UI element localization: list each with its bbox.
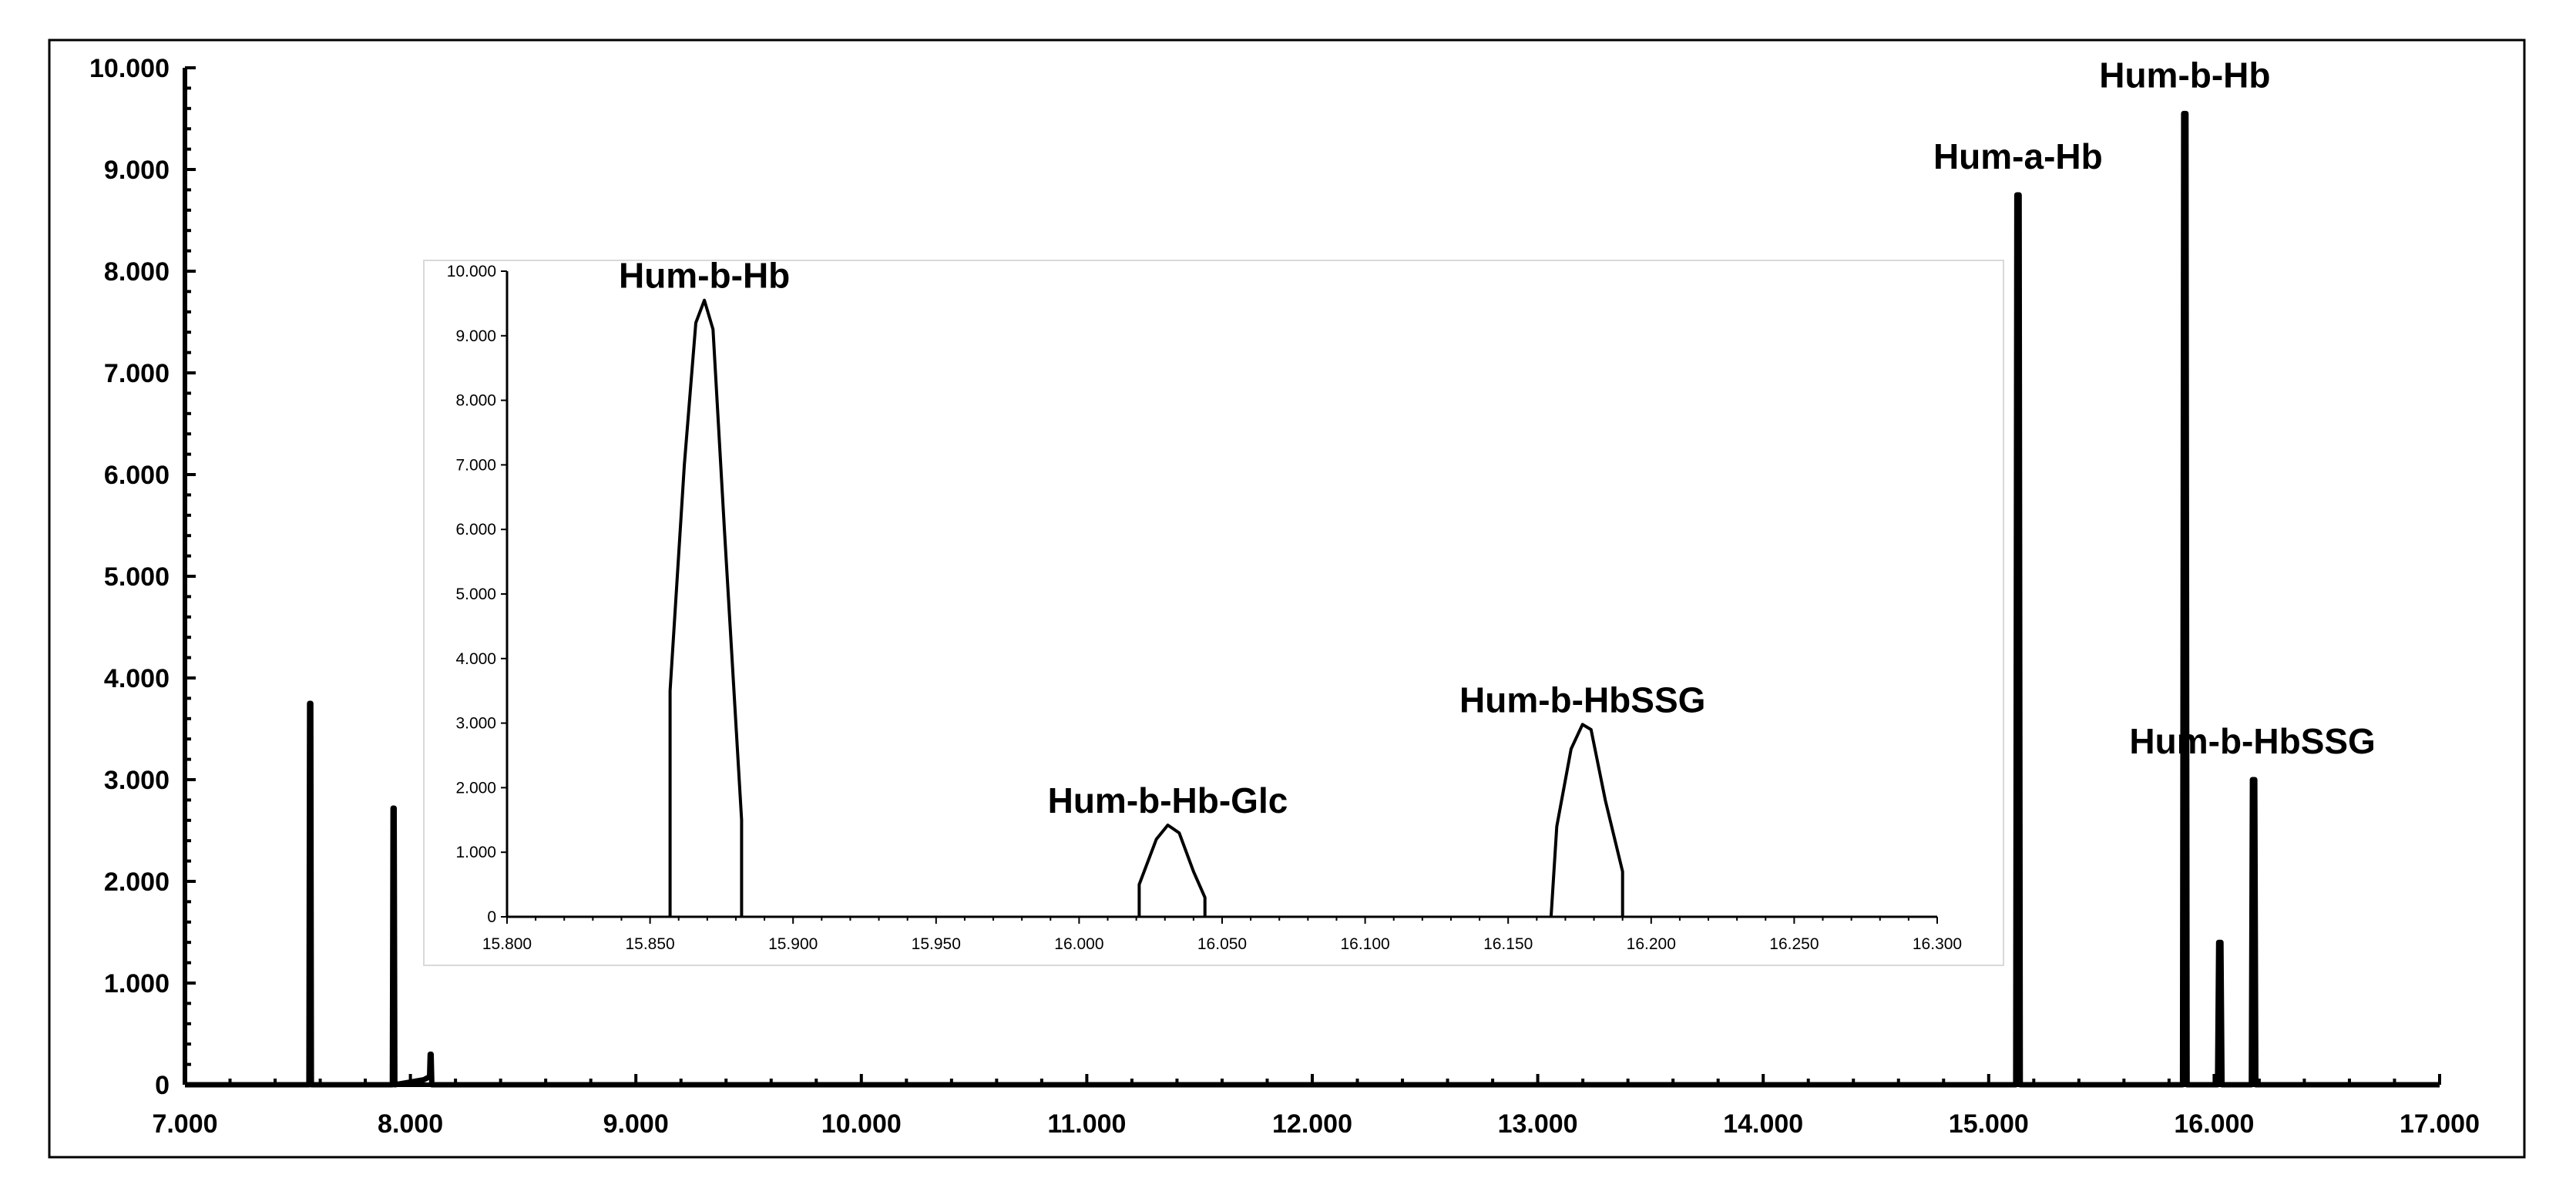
main-y-tick-label: 2.000 <box>104 867 170 897</box>
main-x-tick-label: 12.000 <box>1272 1109 1352 1139</box>
inset-peak-label-hum-b-hb-glc: Hum-b-Hb-Glc <box>1048 780 1288 820</box>
inset-axes: 0 1.000 2.000 3.000 4.000 5.000 6.000 7.000 8.00… <box>447 263 1962 953</box>
inset-peak-label-hum-b-hbssg: Hum-b-HbSSG <box>1459 680 1705 720</box>
main-x-tick-label: 9.000 <box>603 1109 669 1139</box>
main-y-tick-label: 6.000 <box>104 461 170 490</box>
main-x-tick-label: 11.000 <box>1047 1109 1126 1139</box>
inset-x-tick-label: 16.200 <box>1627 935 1676 953</box>
main-y-tick-label: 5.000 <box>104 562 170 592</box>
inset-y-tick-label: 8.000 <box>455 392 496 410</box>
main-axes: 0 1.000 2.000 3.000 4.000 5.000 6.000 7.000 8.00… <box>89 54 2480 1139</box>
inset-y-tick-label: 4.000 <box>455 650 496 668</box>
inset-peak-hum-b-hb <box>668 298 744 917</box>
main-peak-label-hum-a-hb: Hum-a-Hb <box>1933 136 2103 176</box>
inset-peak-labels: Hum-b-Hb Hum-b-Hb-Glc Hum-b-HbSSG <box>619 256 1705 820</box>
inset-peak-hum-b-hb-glc <box>1137 824 1207 917</box>
main-peak-label-hum-b-hbssg: Hum-b-HbSSG <box>2129 721 2375 761</box>
main-y-tick-label: 9.000 <box>104 156 170 185</box>
main-y-tick-label: 0 <box>155 1071 170 1100</box>
main-y-tick-label: 10.000 <box>89 54 170 83</box>
inset-x-tick-label: 16.050 <box>1197 935 1247 953</box>
main-chart: 0 1.000 2.000 3.000 4.000 5.000 6.000 7.000 8.00… <box>89 54 2480 1139</box>
main-x-tick-label: 13.000 <box>1498 1109 1578 1139</box>
inset-x-tick-label: 16.100 <box>1340 935 1389 953</box>
main-x-tick-label: 7.000 <box>152 1109 217 1139</box>
main-y-tick-label: 1.000 <box>104 969 170 998</box>
inset-y-tick-label: 10.000 <box>447 263 496 280</box>
inset-peak-hum-b-hbssg <box>1549 723 1624 918</box>
main-x-tick-label: 15.000 <box>1949 1109 2029 1139</box>
main-x-tick-label: 14.000 <box>1723 1109 1803 1139</box>
inset-x-tick-label: 15.850 <box>625 935 674 953</box>
inset-x-tick-label: 15.900 <box>768 935 818 953</box>
inset-y-tick-label: 9.000 <box>455 327 496 345</box>
inset-y-tick-label: 1.000 <box>455 844 496 861</box>
inset-x-tick-label: 16.300 <box>1913 935 1962 953</box>
inset-x-tick-label: 16.250 <box>1769 935 1819 953</box>
inset-x-tick-label: 16.000 <box>1054 935 1103 953</box>
main-y-tick-label: 3.000 <box>104 766 170 795</box>
main-peak-labels: Hum-a-Hb Hum-b-Hb Hum-b-HbSSG <box>1933 55 2376 761</box>
inset-y-tick-label: 6.000 <box>455 521 496 539</box>
main-x-tick-label: 16.000 <box>2174 1109 2254 1139</box>
main-x-tick-label: 10.000 <box>821 1109 902 1139</box>
inset-y-tick-label: 5.000 <box>455 586 496 603</box>
main-x-tick-label: 8.000 <box>378 1109 443 1139</box>
inset-peak-label-hum-b-hb: Hum-b-Hb <box>619 256 790 296</box>
inset-peaks <box>668 298 1624 918</box>
inset-frame <box>423 260 2004 966</box>
main-y-tick-label: 8.000 <box>104 257 170 287</box>
inset-x-tick-label: 15.800 <box>482 935 532 953</box>
inset-x-tick-label: 16.150 <box>1483 935 1533 953</box>
inset-y-tick-label: 3.000 <box>455 715 496 733</box>
inset-y-tick-label: 7.000 <box>455 456 496 474</box>
main-y-tick-label: 7.000 <box>104 359 170 388</box>
main-y-tick-label: 4.000 <box>104 664 170 693</box>
inset-y-tick-label: 2.000 <box>455 779 496 797</box>
inset-x-tick-label: 15.950 <box>912 935 961 953</box>
main-peak-label-hum-b-hb: Hum-b-Hb <box>2099 55 2270 95</box>
inset-y-tick-label: 0 <box>487 908 496 926</box>
inset-chart: 0 1.000 2.000 3.000 4.000 5.000 6.000 7.000 8.00… <box>423 256 2004 966</box>
main-x-tick-label: 17.000 <box>2400 1109 2480 1139</box>
